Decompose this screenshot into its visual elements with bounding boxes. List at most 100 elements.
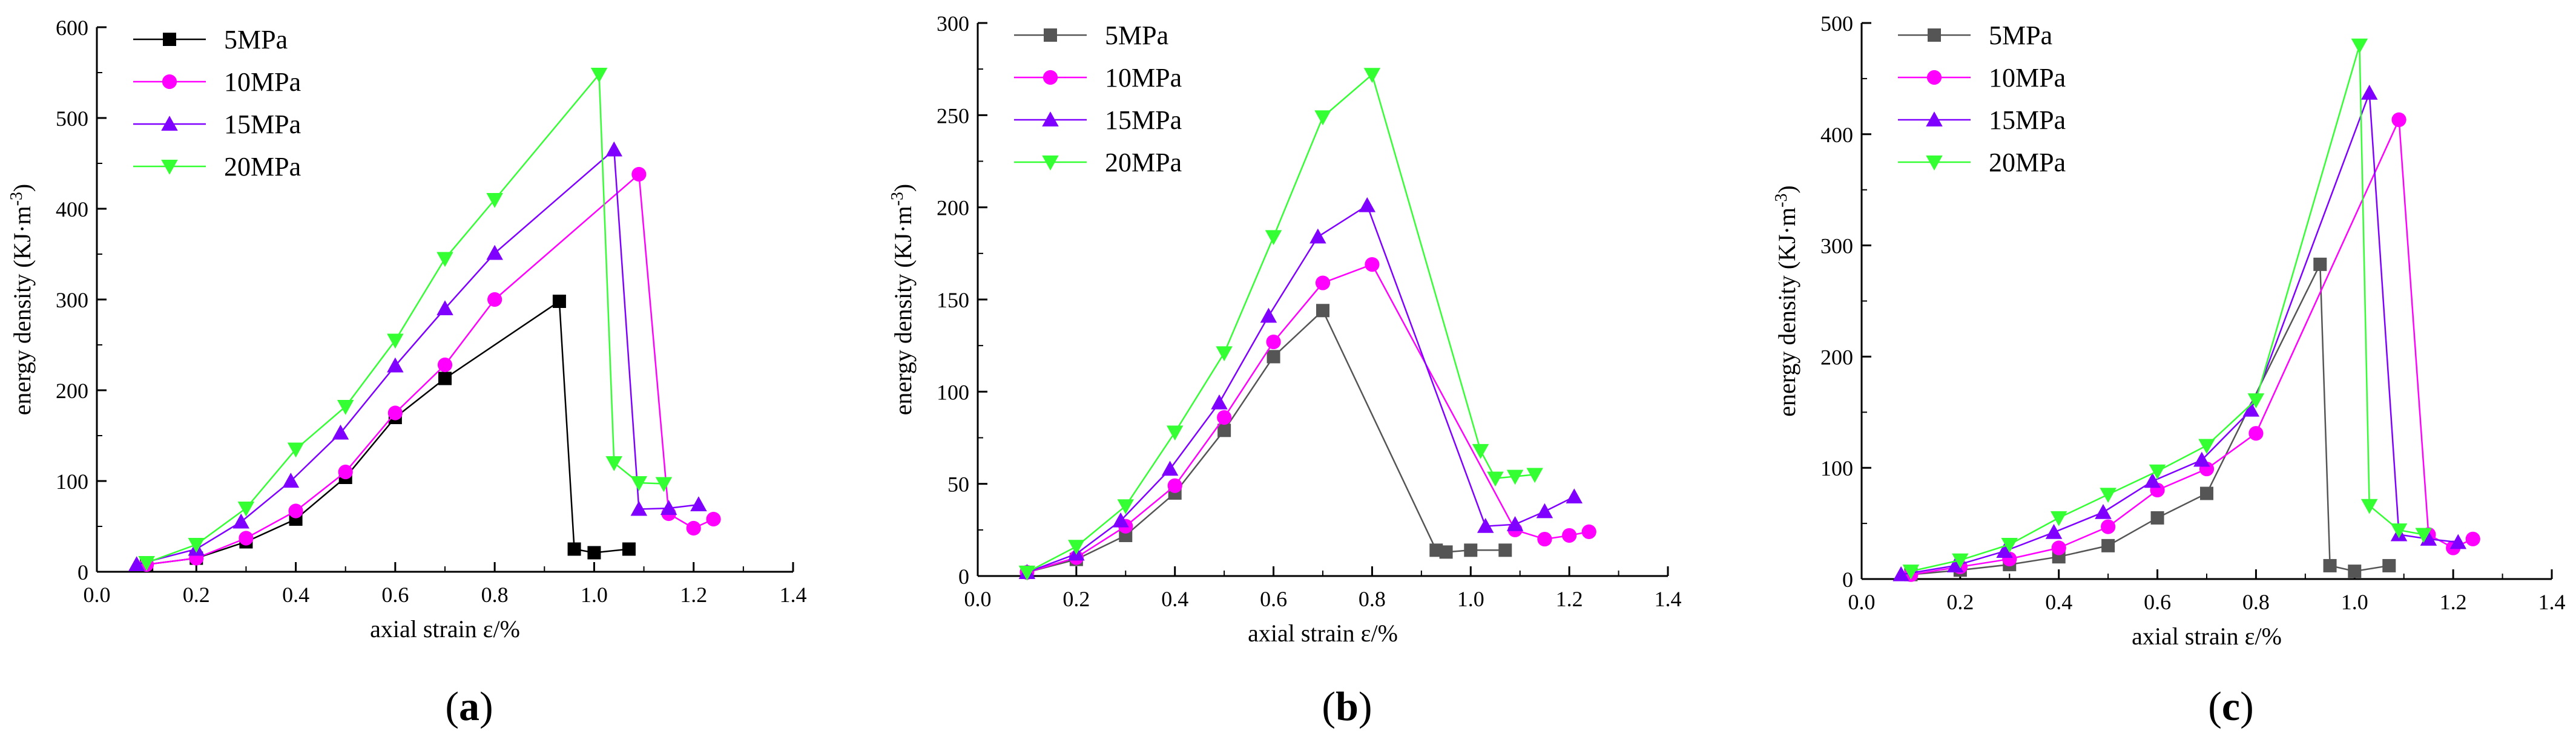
data-point [630, 476, 648, 491]
data-point [486, 193, 503, 208]
chart-panel-c: 0.0 0.2 0.4 0.6 0.8 1.0 1.2 1.4 0 100 200 300 400 500… [1772, 11, 2566, 729]
x-tick-label: 0.8 [1359, 587, 1386, 611]
y-tick-label: 50 [947, 473, 969, 497]
data-point [438, 372, 452, 385]
data-point [2382, 558, 2396, 572]
data-point [1487, 471, 1504, 487]
series-20mpa [1018, 68, 1543, 581]
legend-marker [1042, 155, 1059, 171]
data-point [287, 442, 305, 458]
data-point [2095, 503, 2112, 519]
data-point [2150, 511, 2164, 525]
data-point [1068, 540, 1085, 555]
data-point [605, 141, 623, 157]
data-point [486, 244, 503, 260]
data-point [2001, 538, 2018, 553]
x-tick-label: 0.0 [84, 583, 111, 607]
chart-panel-b: 0.0 0.2 0.4 0.6 0.8 1.0 1.2 1.4 0 50 100 150 200 250 3… [888, 11, 1682, 729]
data-point [1117, 499, 1135, 514]
series-line [1026, 73, 1535, 574]
x-tick-label: 1.4 [1655, 587, 1682, 611]
data-point [552, 295, 566, 308]
data-point [690, 496, 707, 511]
x-tick-label: 0.2 [1946, 590, 1974, 614]
data-point [2101, 519, 2116, 534]
x-axis-label: axial strain ε/% [370, 615, 520, 643]
y-tick-label: 500 [56, 106, 88, 131]
series-line [1911, 45, 2424, 572]
data-point [2247, 393, 2265, 408]
x-tick-label: 0.4 [2045, 590, 2072, 614]
data-point [605, 456, 623, 471]
data-point [1996, 543, 2013, 558]
data-point [1537, 531, 1552, 547]
data-point [1464, 543, 1478, 557]
data-point [2045, 524, 2063, 539]
data-point [2391, 112, 2406, 128]
data-point [437, 357, 453, 373]
data-point [1217, 410, 1232, 425]
series-15mpa [1892, 85, 2467, 581]
series-line [136, 148, 699, 566]
legend: 5MPa 10MPa 15MPa 20MPa [133, 25, 301, 182]
x-tick-label: 0.2 [1062, 587, 1090, 611]
data-point [587, 546, 601, 560]
data-point [2449, 534, 2467, 549]
data-point [2100, 488, 2116, 503]
data-point [1526, 468, 1543, 483]
data-point [1365, 257, 1380, 272]
data-point [387, 333, 404, 349]
data-point [1359, 197, 1376, 212]
legend-label: 20MPa [1105, 148, 1182, 177]
series-10mpa [1020, 257, 1596, 580]
data-point [631, 166, 647, 182]
data-point [1266, 334, 1281, 350]
data-point [706, 511, 721, 527]
data-point [1536, 503, 1553, 519]
y-tick-label: 0 [958, 565, 969, 589]
data-point [1363, 68, 1381, 83]
data-point [138, 556, 155, 571]
series-line [1027, 309, 1506, 574]
data-point [387, 357, 404, 373]
data-point [1315, 275, 1331, 290]
panel-label: (a) [445, 683, 493, 729]
data-point [1892, 566, 1909, 581]
x-tick-label: 0.0 [1848, 590, 1876, 614]
data-point [1211, 394, 1228, 410]
legend-marker [1928, 28, 1941, 42]
data-point [128, 556, 145, 571]
series-5mpa [1904, 257, 2396, 581]
data-point [2144, 473, 2161, 488]
data-point [1566, 488, 1583, 503]
data-point [237, 502, 255, 517]
y-tick-label: 400 [1820, 123, 1853, 147]
x-tick-label: 1.2 [1556, 587, 1583, 611]
legend-label: 10MPa [1105, 63, 1182, 93]
x-tick-label: 1.2 [2440, 590, 2467, 614]
legend-marker [161, 160, 178, 175]
data-point [1216, 346, 1233, 362]
data-point [2101, 538, 2115, 552]
legend-marker [1926, 155, 1943, 171]
data-point [1112, 512, 1129, 528]
legend-label: 5MPa [1989, 21, 2052, 50]
data-point [332, 424, 349, 440]
y-tick-label: 200 [1820, 345, 1853, 369]
data-point [232, 513, 249, 529]
series-20mpa [1902, 38, 2433, 580]
y-tick-label: 200 [937, 196, 969, 220]
x-tick-label: 1.0 [2341, 590, 2368, 614]
data-point [436, 252, 453, 267]
panel-label: (b) [1322, 683, 1372, 729]
x-tick-label: 0.8 [481, 583, 509, 607]
data-point [2313, 257, 2327, 271]
data-point [2200, 486, 2213, 500]
data-point [2465, 531, 2480, 546]
y-tick-label: 100 [937, 380, 969, 404]
legend-label: 15MPa [1989, 105, 2066, 135]
y-tick-label: 100 [56, 470, 88, 494]
data-point [1506, 470, 1524, 485]
